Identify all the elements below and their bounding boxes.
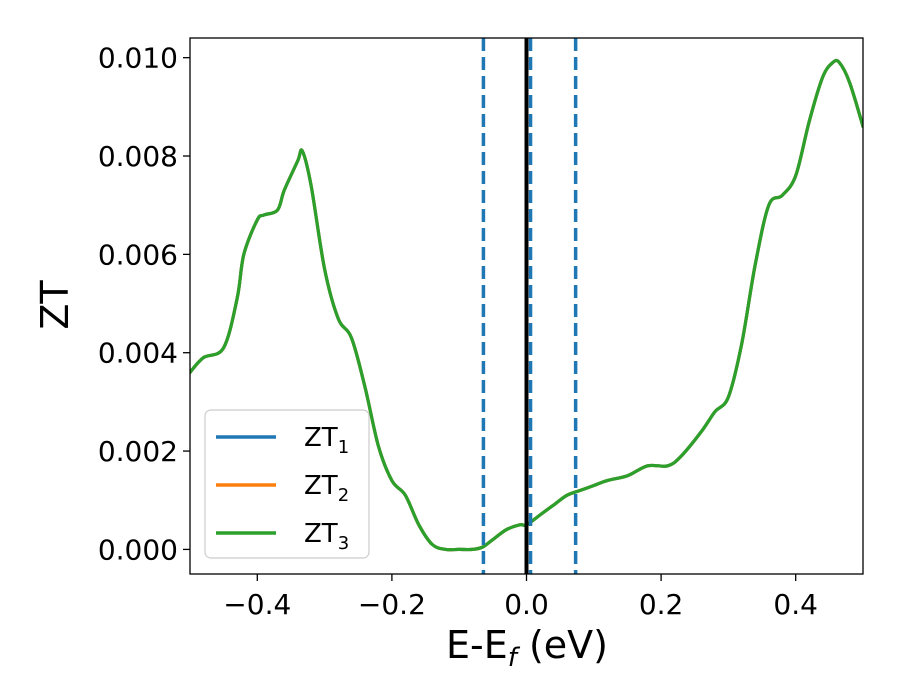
plot-area [190,38,863,574]
x-axis-label: E-Ef (eV) [446,623,608,673]
legend-label-2: ZT2 [304,471,349,506]
x-axis-label-suffix: (eV) [517,623,608,667]
series-line-3 [190,58,863,552]
y-tick-label: 0.008 [98,140,178,173]
legend: ZT1 ZT2 ZT3 [204,409,370,559]
legend-label-3: ZT3 [304,519,349,554]
x-tick-label: 0.0 [504,588,549,621]
x-tick-label: 0.2 [639,588,684,621]
y-tick-label: 0.000 [98,533,178,566]
legend-frame [204,409,370,559]
x-axis-label-main: E-E [446,623,508,667]
x-axis: −0.4 −0.2 0.0 0.2 0.4 [223,574,818,621]
y-axis-label: ZT [33,280,77,330]
y-tick-label: 0.002 [98,435,178,468]
y-tick-label: 0.004 [98,337,178,370]
x-tick-label: −0.4 [223,588,291,621]
x-tick-label: 0.4 [773,588,818,621]
x-tick-label: −0.2 [358,588,426,621]
y-tick-label: 0.010 [98,42,178,75]
y-axis: 0.000 0.002 0.004 0.006 0.008 0.010 [98,42,190,566]
y-tick-label: 0.006 [98,238,178,271]
axes-frame [189,37,864,575]
legend-label-1: ZT1 [304,423,349,458]
